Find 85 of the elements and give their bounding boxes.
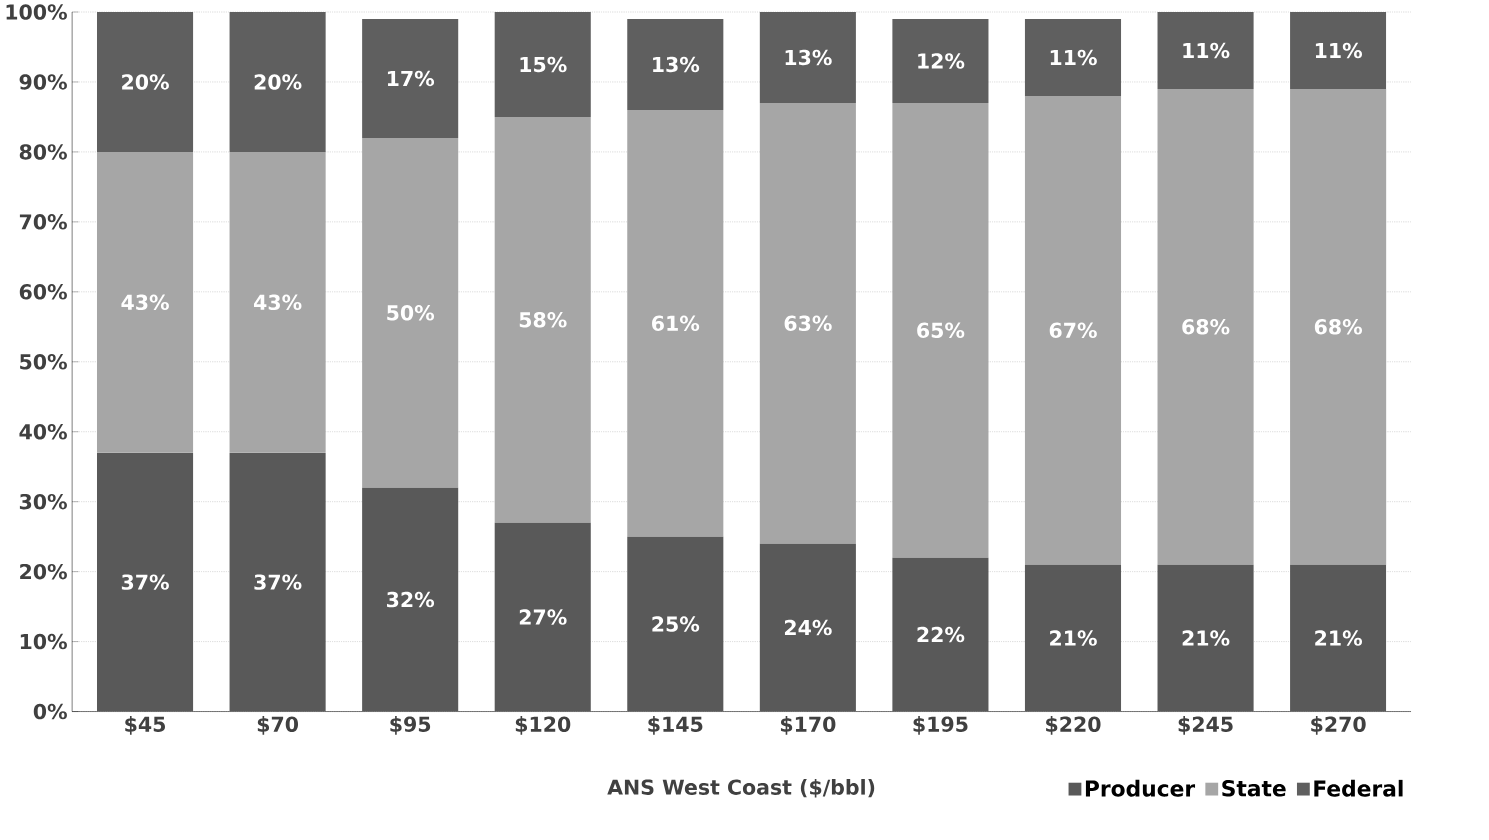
data-label: 11%	[1050, 49, 1097, 66]
data-label: 58%	[519, 312, 567, 328]
x-tick-label: $95	[390, 716, 431, 735]
data-label: 67%	[1049, 322, 1097, 339]
legend-label: Producer	[1085, 780, 1196, 797]
data-label: 20%	[254, 74, 302, 90]
bar	[362, 138, 459, 488]
data-label: 65%	[917, 322, 965, 339]
y-tick-label: 100%	[6, 4, 67, 20]
bar	[627, 536, 724, 712]
y-tick-label: 70%	[19, 214, 67, 230]
data-label: 68%	[1182, 319, 1230, 335]
bar	[96, 152, 194, 453]
y-tick-label: 30%	[19, 494, 67, 510]
bar	[892, 557, 989, 712]
data-label: 37%	[254, 574, 302, 591]
data-label: 50%	[387, 305, 435, 321]
data-label: 25%	[652, 616, 700, 633]
x-tick-label: $220	[1046, 716, 1101, 735]
bar	[229, 152, 326, 453]
y-tick-label: 10%	[20, 634, 67, 650]
data-label: 11%	[1183, 42, 1230, 59]
x-tick-label: $70	[257, 716, 299, 735]
x-tick-label: $195	[913, 716, 968, 735]
x-tick-label: $170	[780, 716, 836, 735]
bar	[494, 117, 591, 523]
data-label: 20%	[122, 74, 169, 90]
data-label: 12%	[918, 53, 965, 69]
y-tick-label: 90%	[19, 74, 67, 90]
bar	[759, 543, 856, 712]
x-tick-label: $270	[1311, 716, 1366, 735]
data-label: 22%	[917, 627, 965, 643]
x-tick-label: $245	[1178, 716, 1233, 735]
bar	[494, 522, 591, 712]
data-label: 27%	[519, 609, 567, 626]
data-label: 68%	[1314, 319, 1363, 335]
x-tick-label: $145	[648, 716, 703, 735]
y-tick-label: 50%	[20, 354, 67, 370]
data-label: 13%	[785, 49, 832, 66]
bar	[1157, 12, 1254, 90]
data-label: 32%	[387, 592, 435, 608]
data-label: 21%	[1315, 630, 1363, 646]
x-axis-title: ANS West Coast ($/bbl)	[607, 779, 875, 798]
bar	[1024, 564, 1122, 712]
data-label: 13%	[653, 56, 700, 73]
bar	[1157, 89, 1254, 565]
bar	[362, 19, 459, 139]
legend-label: State	[1222, 780, 1286, 797]
x-tick-label: $45	[125, 716, 165, 735]
bar	[229, 12, 326, 153]
bar	[892, 19, 989, 104]
bar	[96, 12, 194, 153]
x-tick-label: $120	[515, 716, 571, 735]
data-label: 61%	[652, 315, 700, 332]
bar	[1024, 19, 1122, 97]
data-label: 24%	[784, 620, 832, 636]
data-label: 21%	[1182, 630, 1230, 646]
bar	[892, 103, 989, 558]
bar	[96, 452, 194, 712]
data-label: 43%	[254, 294, 302, 311]
bar	[759, 12, 856, 104]
data-label: 63%	[784, 315, 832, 332]
bar	[627, 19, 724, 111]
bar	[759, 103, 856, 544]
bar	[1290, 89, 1387, 565]
bar	[627, 110, 724, 537]
data-label: 17%	[387, 70, 435, 87]
bar	[1290, 564, 1387, 712]
data-label: 37%	[121, 574, 169, 591]
bar	[1290, 12, 1387, 90]
data-label: 43%	[121, 294, 169, 311]
y-tick-label: 20%	[20, 564, 67, 580]
bar	[1157, 564, 1254, 712]
data-label: 15%	[520, 56, 567, 73]
bar	[362, 487, 459, 712]
y-tick-label: 40%	[19, 424, 67, 440]
bar	[1024, 96, 1122, 565]
y-tick-label: 0%	[33, 703, 67, 720]
legend-label: Federal	[1314, 780, 1403, 797]
bar	[229, 452, 326, 712]
y-tick-label: 80%	[19, 144, 67, 160]
data-label: 11%	[1315, 42, 1363, 59]
bar	[494, 12, 591, 118]
data-label: 21%	[1050, 630, 1097, 646]
y-tick-label: 60%	[19, 284, 67, 300]
